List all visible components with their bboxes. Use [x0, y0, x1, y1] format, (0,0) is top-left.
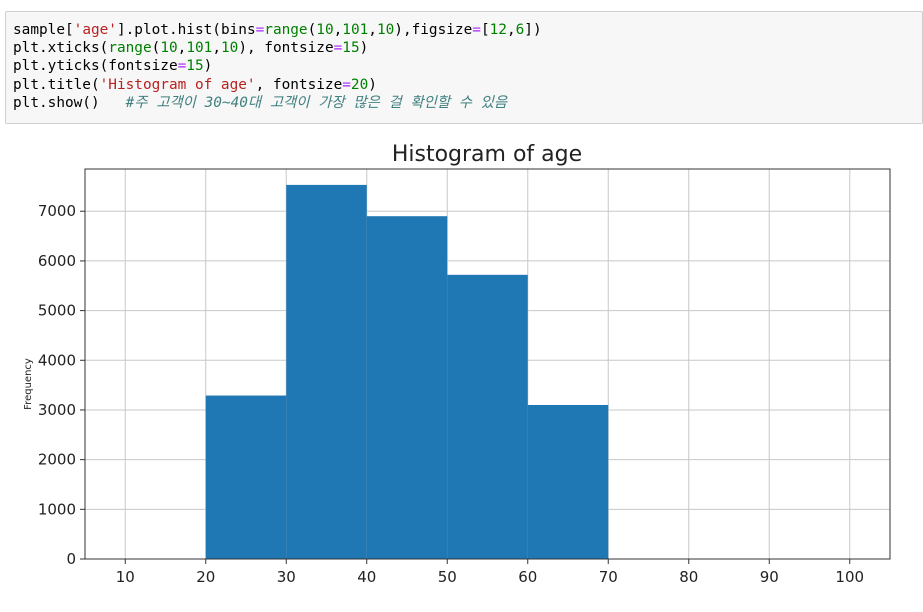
- code-line-2: plt.xticks(range(10,101,10), fontsize=15…: [13, 40, 369, 57]
- y-tick-label: 1000: [38, 500, 76, 518]
- y-tick-label: 5000: [38, 302, 76, 320]
- chart-title: Histogram of age: [392, 142, 582, 167]
- axes: 10 20 30 40 50 60 70 80 90 1000100020003000400050…: [38, 202, 864, 586]
- code-comment: #주 고객이 30~40대 고객이 가장 많은 걸 확인할 수 있음: [125, 94, 508, 111]
- code-line-5: plt.show() #주 고객이 30~40대 고객이 가장 많은 걸 확인할…: [13, 94, 508, 111]
- histogram-bar: [286, 184, 367, 560]
- histogram-bar: [447, 274, 528, 559]
- plot-frame: [84, 168, 891, 560]
- code-line-4: plt.title('Histogram of age', fontsize=2…: [13, 76, 377, 93]
- x-tick-label: 10: [116, 568, 135, 586]
- histogram-bars: [205, 184, 609, 560]
- x-tick-label: 20: [196, 568, 215, 586]
- histogram-chart: Histogram of age Frequency 10 20 30 40 50 60 7…: [23, 142, 891, 586]
- code-editor[interactable]: sample['age'].plot.hist(bins=range(10,10…: [6, 12, 922, 112]
- x-tick-label: 90: [760, 568, 779, 586]
- y-tick-label: 4000: [38, 351, 76, 369]
- x-tick-label: 70: [599, 568, 618, 586]
- histogram-bar: [527, 404, 609, 559]
- y-axis-label: Frequency: [23, 358, 34, 410]
- y-tick-label: 6000: [38, 252, 76, 270]
- code-cell[interactable]: sample['age'].plot.hist(bins=range(10,10…: [5, 11, 923, 124]
- code-line-1: sample['age'].plot.hist(bins=range(10,10…: [13, 22, 542, 38]
- x-tick-label: 40: [357, 568, 376, 586]
- x-tick-label: 100: [835, 568, 864, 586]
- x-tick-label: 50: [438, 568, 457, 586]
- x-tick-label: 60: [518, 568, 537, 586]
- y-tick-label: 2000: [38, 451, 76, 469]
- y-tick-label: 3000: [38, 401, 76, 419]
- x-tick-label: 30: [277, 568, 296, 586]
- y-tick-label: 0: [66, 550, 76, 568]
- code-line-3: plt.yticks(fontsize=15): [13, 58, 213, 75]
- y-tick-label: 7000: [38, 202, 76, 220]
- x-tick-label: 80: [679, 568, 698, 586]
- histogram-bar: [366, 216, 448, 559]
- histogram-bar: [205, 395, 287, 559]
